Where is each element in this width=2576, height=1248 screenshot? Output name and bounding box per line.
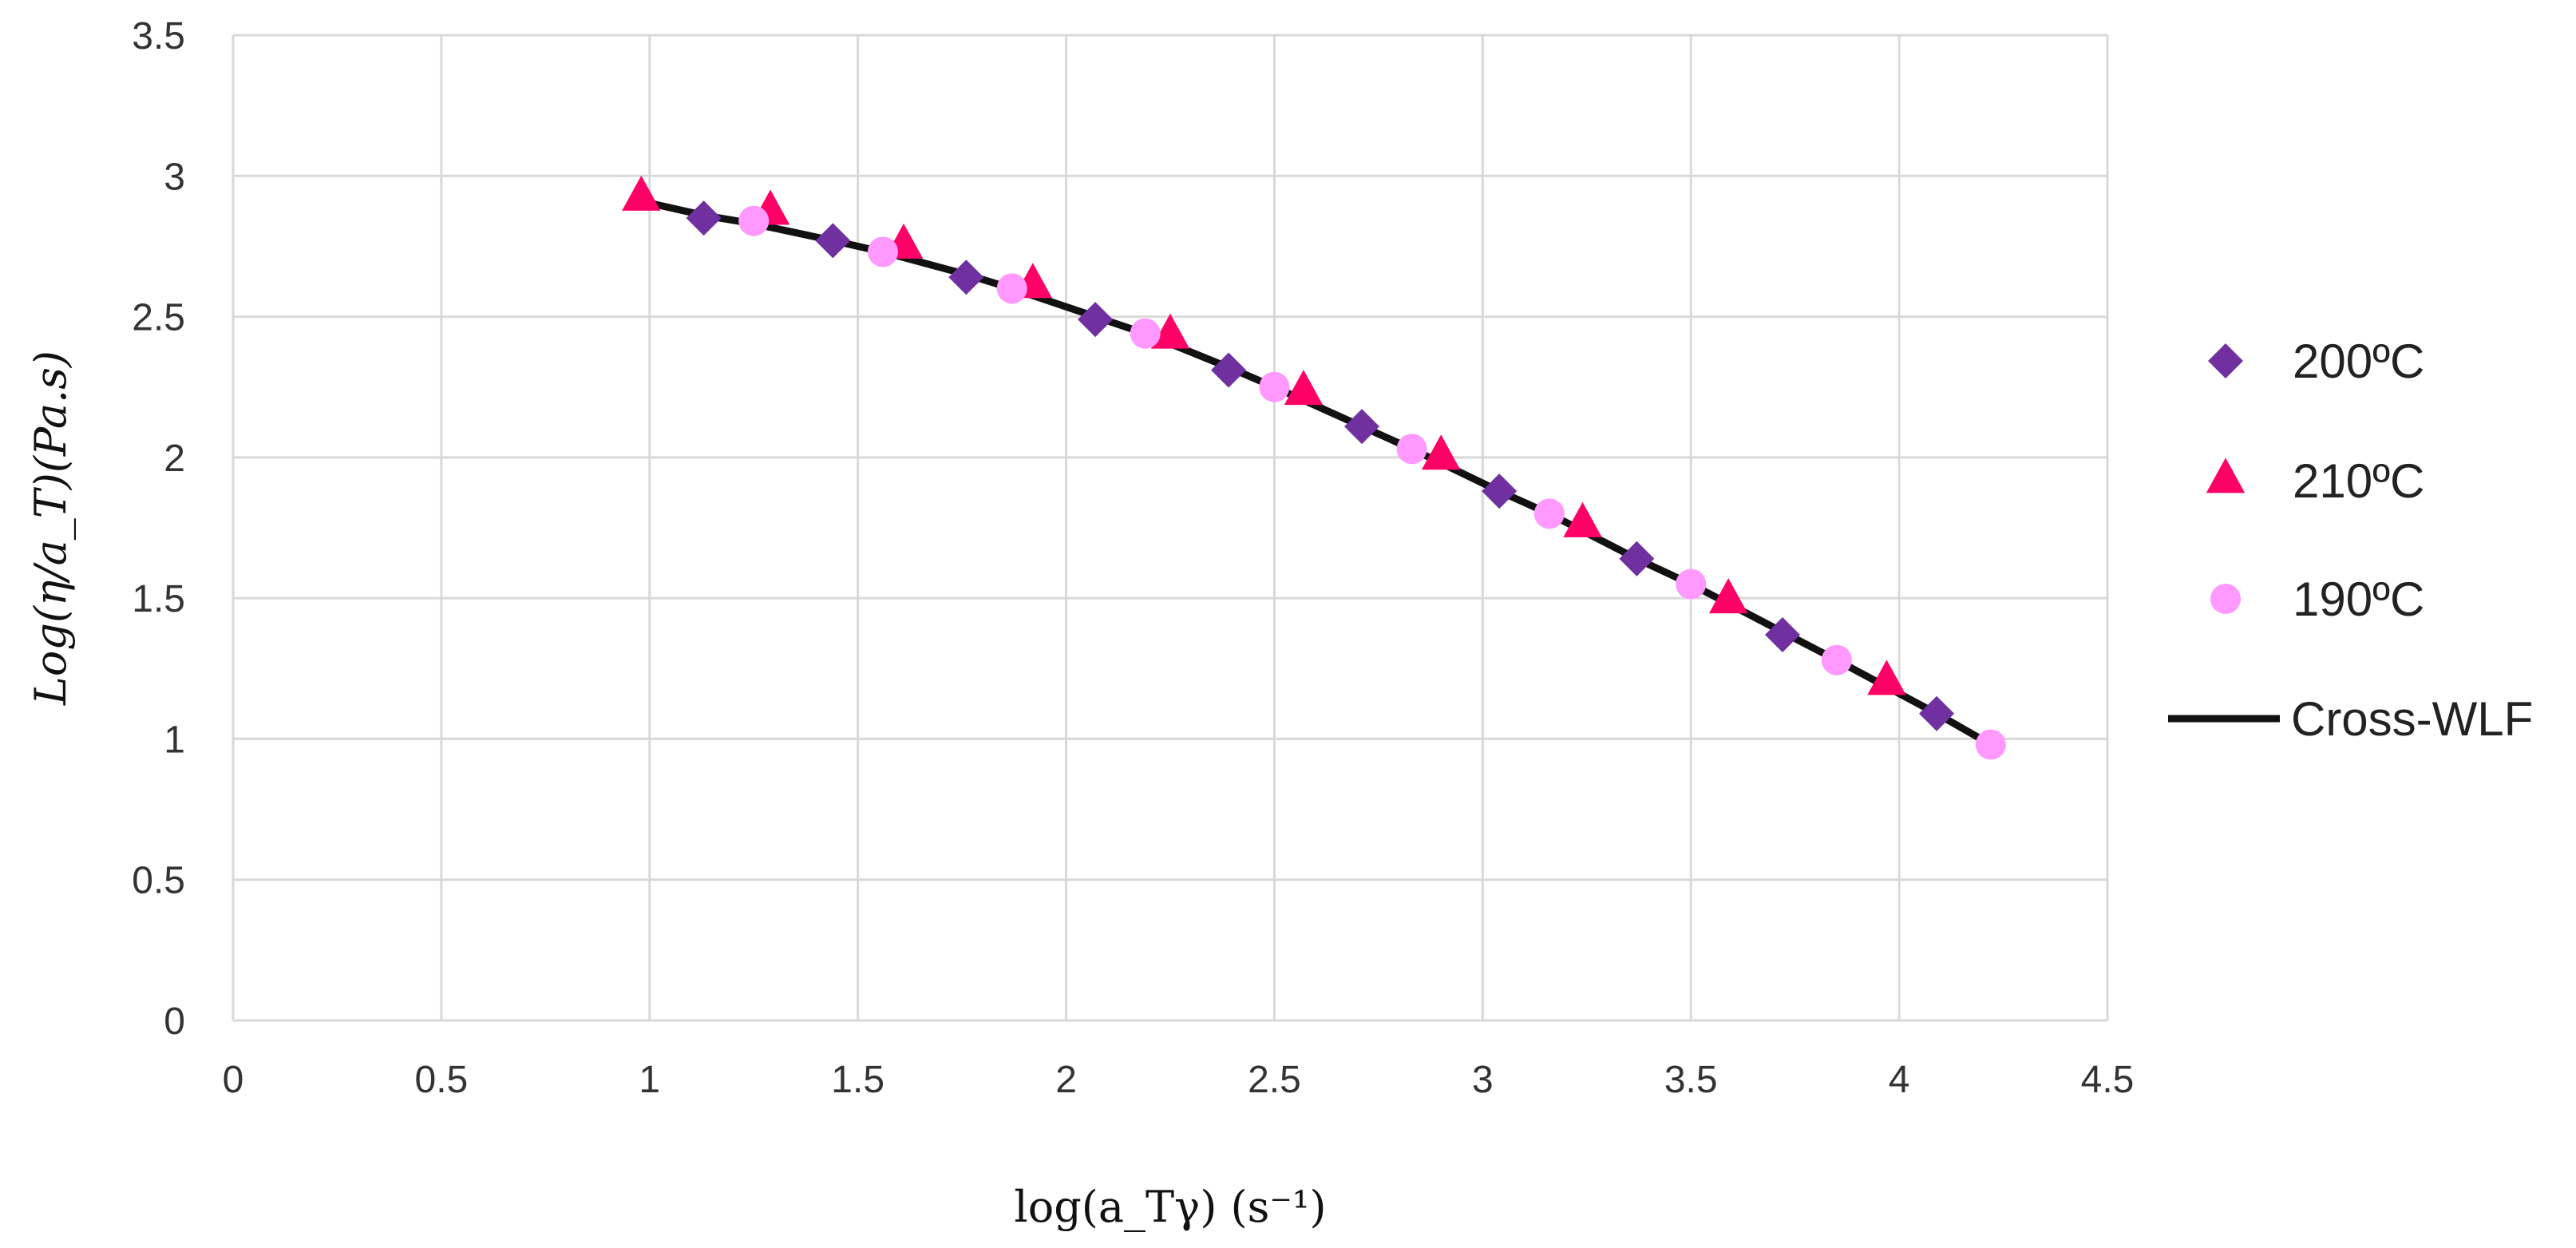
data-point <box>1619 541 1655 576</box>
x-tick-label: 0 <box>223 1059 244 1101</box>
legend-item: 210ºC <box>2206 454 2424 508</box>
data-point <box>1975 729 2006 760</box>
legend-item: Cross-WLF <box>2168 692 2533 746</box>
y-tick-label: 2.5 <box>132 297 185 339</box>
data-point <box>1130 318 1161 349</box>
y-tick-label: 1.5 <box>132 578 185 620</box>
data-point <box>948 260 984 295</box>
data-point <box>1533 498 1565 529</box>
series-diamond <box>686 200 1955 731</box>
x-tick-label: 0.5 <box>415 1059 469 1101</box>
y-tick-label: 0 <box>164 1000 185 1043</box>
data-point <box>1396 434 1427 465</box>
data-point <box>867 236 898 267</box>
data-series <box>622 175 2006 760</box>
data-point <box>686 200 722 236</box>
data-point <box>1482 473 1518 509</box>
data-point <box>622 175 661 211</box>
legend-item: 200ºC <box>2208 335 2424 388</box>
legend-label: 200ºC <box>2293 335 2424 388</box>
data-point <box>1421 434 1461 470</box>
data-point <box>815 223 851 259</box>
data-point <box>1563 501 1602 537</box>
legend-label: Cross-WLF <box>2291 692 2533 746</box>
data-point <box>1150 313 1190 349</box>
legend-marker-swatch <box>2206 458 2246 493</box>
data-point <box>1676 569 1707 600</box>
y-tick-label: 1 <box>164 719 185 761</box>
legend-label: 210ºC <box>2293 454 2424 508</box>
x-tick-label: 1.5 <box>831 1059 884 1101</box>
series-triangle <box>622 175 1906 695</box>
x-tick-label: 3 <box>1472 1059 1494 1101</box>
y-axis-title: Log(η/a_T)(Pa.s) <box>26 351 76 706</box>
x-tick-label: 3.5 <box>1664 1059 1718 1101</box>
data-point <box>1211 352 1247 388</box>
data-point <box>1259 371 1290 402</box>
x-tick-label: 4.5 <box>2081 1059 2135 1101</box>
y-tick-label: 3.5 <box>132 15 185 57</box>
legend-marker-swatch <box>2208 343 2243 378</box>
tick-labels: 0 0.5 1 1.5 2 2.5 3 3.5 4 4.5 0 0.5 1 1.5 2 2.5 3 3.5 <box>132 15 2134 1101</box>
x-axis-title: log(a_Tγ) (s⁻¹) <box>1014 1182 1326 1232</box>
data-point <box>996 273 1027 304</box>
x-tick-label: 2.5 <box>1248 1059 1301 1101</box>
data-point <box>1284 370 1324 406</box>
x-tick-label: 4 <box>1889 1059 1910 1101</box>
legend-label: 190ºC <box>2293 572 2424 626</box>
legend-marker-swatch <box>2210 584 2241 614</box>
data-point <box>1919 695 1955 731</box>
y-tick-label: 0.5 <box>132 860 185 902</box>
data-point <box>1078 302 1114 338</box>
data-point <box>1344 409 1380 445</box>
cross-wlf-line <box>637 197 1995 748</box>
grid-lines <box>231 34 2109 1022</box>
series-circle <box>738 205 2006 760</box>
y-tick-label: 3 <box>164 156 185 198</box>
x-tick-label: 2 <box>1055 1059 1077 1101</box>
data-point <box>1867 660 1906 695</box>
data-point <box>1821 644 1852 676</box>
y-tick-label: 2 <box>164 438 185 480</box>
x-tick-label: 1 <box>639 1059 660 1101</box>
legend-item: 190ºC <box>2210 572 2424 626</box>
data-point <box>1708 578 1748 614</box>
legend: 200ºC 210ºC 190ºC Cross-WLF <box>2168 335 2533 746</box>
data-point <box>738 205 770 236</box>
data-point <box>1765 616 1801 652</box>
